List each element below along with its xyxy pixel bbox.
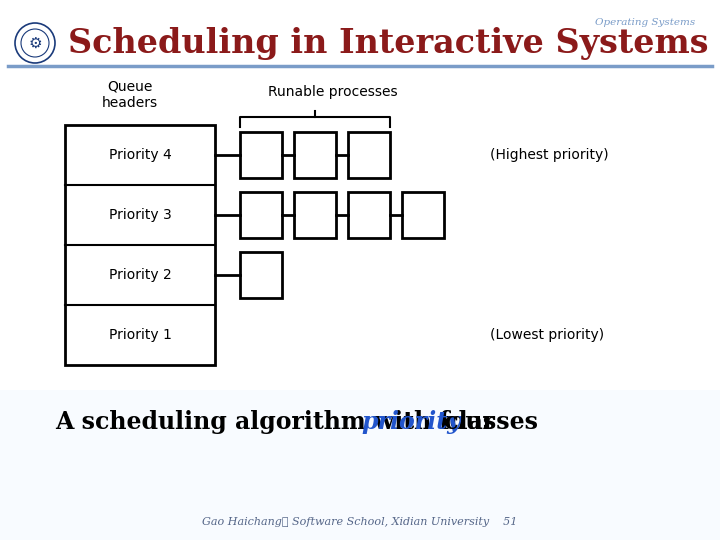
Bar bbox=[240, 252, 282, 298]
Text: Scheduling in Interactive Systems (3): Scheduling in Interactive Systems (3) bbox=[68, 26, 720, 59]
Text: Queue
headers: Queue headers bbox=[102, 80, 158, 110]
Text: A scheduling algorithm with four: A scheduling algorithm with four bbox=[55, 410, 503, 434]
Text: Gao Haichang， Software School, Xidian University    51: Gao Haichang， Software School, Xidian Un… bbox=[202, 517, 518, 527]
Text: Priority 2: Priority 2 bbox=[109, 268, 171, 282]
Text: Priority 3: Priority 3 bbox=[109, 208, 171, 222]
Bar bbox=[348, 192, 390, 238]
Text: ⚙: ⚙ bbox=[28, 36, 42, 51]
Bar bbox=[348, 132, 390, 178]
Text: Runable processes: Runable processes bbox=[268, 85, 398, 99]
Bar bbox=[240, 132, 282, 178]
Bar bbox=[0, 390, 720, 540]
Bar bbox=[402, 192, 444, 238]
Bar bbox=[294, 192, 336, 238]
Text: Priority 4: Priority 4 bbox=[109, 148, 171, 162]
Text: (Highest priority): (Highest priority) bbox=[490, 148, 608, 162]
Text: classes: classes bbox=[436, 410, 539, 434]
Text: Operating Systems: Operating Systems bbox=[595, 18, 695, 27]
Bar bbox=[65, 125, 215, 365]
Bar bbox=[240, 192, 282, 238]
Text: Priority 1: Priority 1 bbox=[109, 328, 171, 342]
Text: (Lowest priority): (Lowest priority) bbox=[490, 328, 604, 342]
Bar bbox=[294, 132, 336, 178]
Text: priority: priority bbox=[362, 410, 462, 434]
